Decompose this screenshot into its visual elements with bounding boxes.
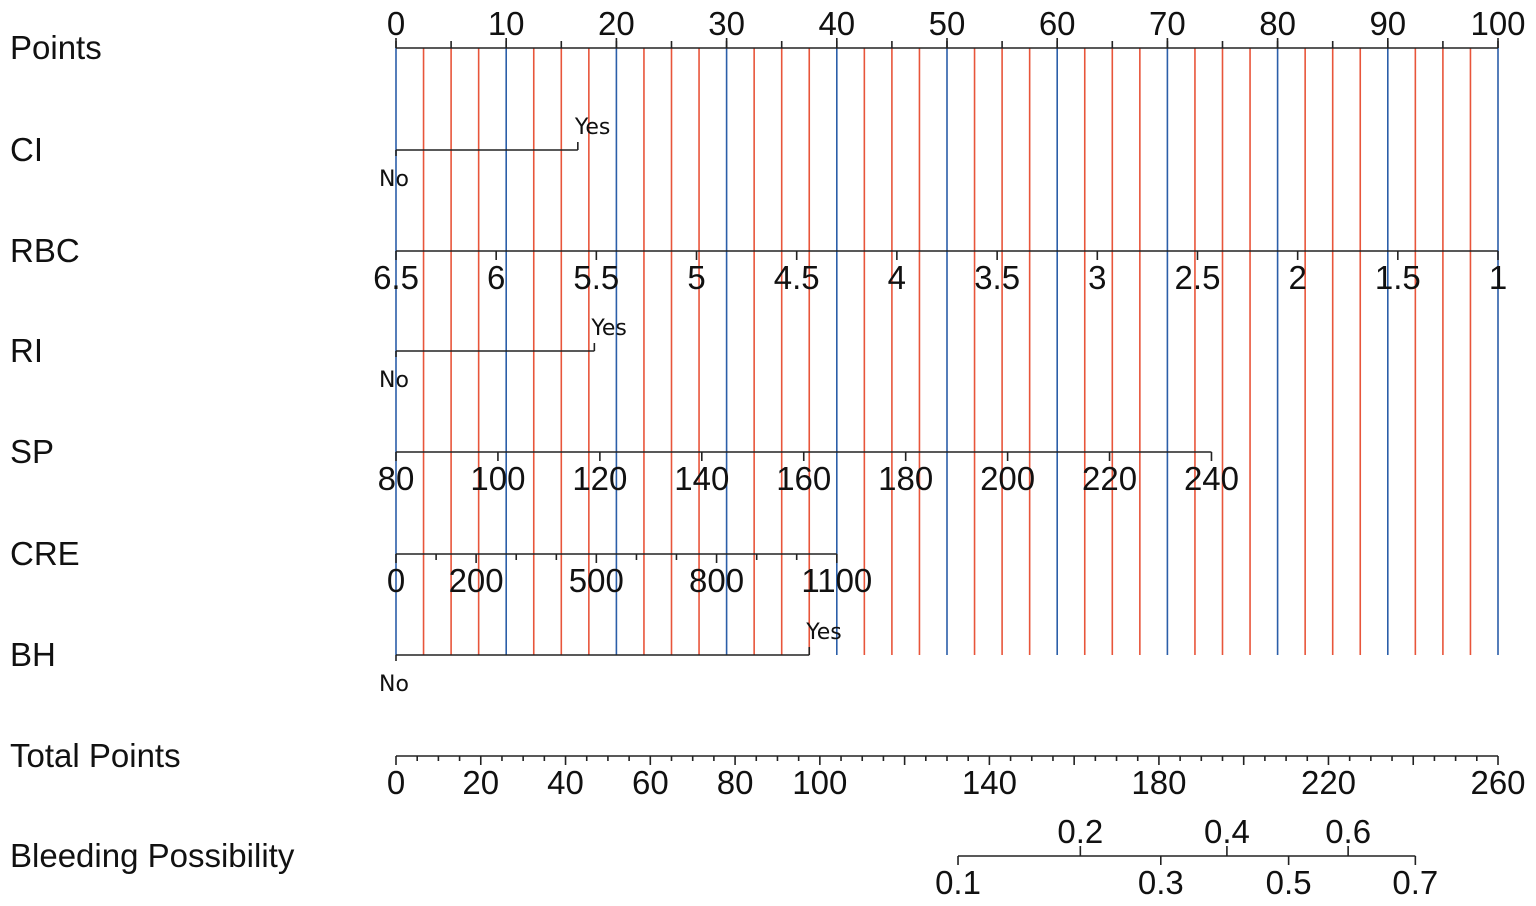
tick-label: 0.1 (935, 864, 981, 901)
row-bh: BH Yes No (10, 620, 842, 697)
tick-label: 0.7 (1392, 864, 1438, 901)
level-label-yes: Yes (590, 316, 627, 341)
tick-label: 20 (462, 764, 499, 801)
tick-label: 200 (980, 460, 1035, 497)
tick-label: 0.4 (1204, 813, 1250, 850)
level-label-no: No (379, 368, 409, 393)
tick-label: 140 (674, 460, 729, 497)
row-sp: SP 80 100 120 140 160 180 200 220 240 (10, 433, 1239, 497)
tick-label: 60 (1039, 5, 1076, 42)
tick-label: 160 (776, 460, 831, 497)
tick-label: 6.5 (373, 259, 419, 296)
tick-label: 3 (1088, 259, 1106, 296)
tick-label: 260 (1470, 764, 1525, 801)
tick-label: 0.3 (1138, 864, 1184, 901)
tick-label: 5.5 (573, 259, 619, 296)
row-bleeding: Bleeding Possibility 0.1 0.2 0.3 0.4 0.5 0.6 0.… (10, 813, 1438, 901)
row-label-bh: BH (10, 636, 56, 673)
tick-label: 60 (632, 764, 669, 801)
tick-label: 0 (387, 562, 405, 599)
tick-label: 1 (1489, 259, 1507, 296)
tick-label: 90 (1369, 5, 1406, 42)
tick-label: 100 (792, 764, 847, 801)
tick-label: 5 (687, 259, 705, 296)
tick-label: 40 (818, 5, 855, 42)
tick-label: 2.5 (1175, 259, 1221, 296)
tick-label: 140 (962, 764, 1017, 801)
tick-label: 2 (1288, 259, 1306, 296)
row-label-total: Total Points (10, 737, 181, 774)
level-label-yes: Yes (574, 115, 611, 140)
level-label-yes: Yes (805, 620, 842, 645)
row-ci: CI Yes No (10, 115, 610, 192)
tick-label: 70 (1149, 5, 1186, 42)
row-cre: CRE 0 200 500 800 1100 (10, 535, 872, 599)
tick-label: 80 (378, 460, 415, 497)
tick-label: 100 (470, 460, 525, 497)
level-label-no: No (379, 672, 409, 697)
tick-label: 0 (387, 764, 405, 801)
tick-label: 1.5 (1375, 259, 1421, 296)
row-label-cre: CRE (10, 535, 80, 572)
tick-label: 0.6 (1325, 813, 1371, 850)
row-label-ri: RI (10, 332, 43, 369)
tick-label: 0.5 (1266, 864, 1312, 901)
tick-label: 180 (1131, 764, 1186, 801)
row-label-ci: CI (10, 131, 43, 168)
tick-label: 10 (488, 5, 525, 42)
tick-label: 80 (1259, 5, 1296, 42)
row-label-sp: SP (10, 433, 54, 470)
tick-label: 180 (878, 460, 933, 497)
row-label-bleeding: Bleeding Possibility (10, 837, 295, 874)
tick-label: 4 (888, 259, 906, 296)
tick-label: 100 (1470, 5, 1525, 42)
row-rbc: RBC 6.5 6 5.5 5 4.5 4 3.5 3 2.5 2 1.5 1 (10, 232, 1507, 296)
tick-label: 6 (487, 259, 505, 296)
row-points: Points 0 10 20 30 40 50 60 70 80 90 100 (10, 5, 1526, 66)
tick-label: 30 (708, 5, 745, 42)
tick-label: 50 (929, 5, 966, 42)
tick-label: 220 (1082, 460, 1137, 497)
tick-label: 200 (449, 562, 504, 599)
row-label-rbc: RBC (10, 232, 80, 269)
level-label-no: No (379, 167, 409, 192)
tick-label: 80 (717, 764, 754, 801)
tick-label: 20 (598, 5, 635, 42)
tick-label: 240 (1184, 460, 1239, 497)
tick-label: 0.2 (1057, 813, 1103, 850)
row-total: Total Points 0 20 40 60 80 100 140 180 220 260 (10, 737, 1526, 801)
tick-label: 500 (569, 562, 624, 599)
row-label-points: Points (10, 29, 102, 66)
tick-label: 3.5 (974, 259, 1020, 296)
tick-label: 1100 (801, 562, 872, 599)
tick-label: 220 (1301, 764, 1356, 801)
tick-label: 4.5 (774, 259, 820, 296)
tick-label: 800 (689, 562, 744, 599)
tick-label: 40 (547, 764, 584, 801)
row-ri: RI Yes No (10, 316, 627, 393)
tick-label: 120 (572, 460, 627, 497)
tick-label: 0 (387, 5, 405, 42)
